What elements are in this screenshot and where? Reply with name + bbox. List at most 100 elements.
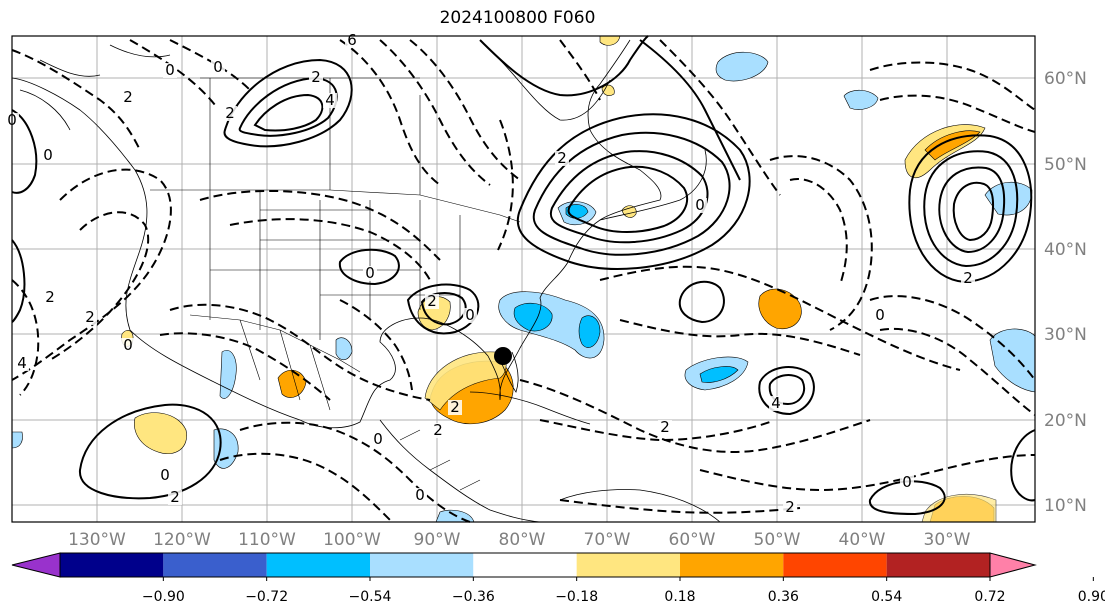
contour-label-bg [658,420,672,435]
colorbar-level-label: −0.54 [349,589,392,605]
storm-position-marker [494,347,512,365]
colorbar-segment [680,553,784,577]
contour-ridge-canada-4 [567,165,689,233]
shade-mexico-blue [219,350,237,399]
contour-label: 4 [325,91,335,109]
contour-label-bg [413,488,427,503]
contour-label-bg [83,310,97,325]
contour-neg-16 [879,94,1036,133]
colorbar-level-label: −0.72 [245,589,288,605]
contour-label-bg [769,396,783,411]
contour-label-bg [371,432,385,447]
colorbar-segment [266,553,370,577]
shade-central-atl-core [699,366,739,383]
lon-tick-label: 50°W [754,530,801,550]
contour-label: 0 [902,473,912,491]
contours-solid [11,35,1036,516]
north-america-coast [11,39,662,429]
contour-neg-8 [219,452,391,521]
contour-label-bg [323,93,337,108]
colorbar-frame [59,552,991,578]
contour-label-bg [961,271,975,286]
contour-label: 0 [160,466,170,484]
political-borders [150,77,521,491]
contour-label: 2 [433,421,443,439]
contour-label: 2 [85,308,95,326]
contour-neg-14 [789,178,848,286]
contour-label: 2 [427,292,437,310]
contour-label-bg [363,266,377,281]
lon-tick-label: 130°W [68,530,126,550]
colorbar-level-label: 0.54 [871,589,902,605]
contour-neg-28 [559,499,801,514]
shade-se-yellow [921,493,997,523]
contour-label-bg [43,290,57,305]
canada-east-coast [599,149,707,221]
lon-tick-label: 30°W [924,530,971,550]
contour-neg-1 [11,168,172,381]
contour-label-bg [693,198,707,213]
contour-label-bg [345,33,359,48]
colorbar-extend-max [989,552,1037,578]
contour-neg-30 [11,279,40,396]
contour-label-bg [168,490,182,505]
colorbar-segment [886,553,990,577]
us-mexico-border [189,314,361,373]
contour-label: 6 [347,31,357,49]
contour-label: 0 [213,58,223,76]
contour-neg-18 [879,328,1036,416]
contour-label: 2 [785,498,795,516]
contour-atl-mid [678,280,725,324]
lat-tick-label: 30°N [1044,325,1087,345]
contour-neg-6 [159,332,331,401]
contour-pacific-high [78,403,222,500]
contour-atl-high [758,366,815,416]
latitude-tick-labels: 60°N 50°N 40°N 30°N 20°N 10°N [1044,69,1087,516]
contour-label: 2 [225,104,235,122]
contour-label: 2 [660,418,670,436]
lon-tick-label: 70°W [584,530,631,550]
contour-label: 2 [311,68,321,86]
colorbar-segment [473,553,577,577]
mexico-states [239,319,331,411]
contour-neg-13 [769,155,873,331]
lon-tick-label: 90°W [414,530,461,550]
shade-atl-blue-core2 [578,315,601,348]
contour-label-bg [211,60,225,75]
contour-label-bg [309,70,323,85]
colorbar-segment [370,553,474,577]
contour-neg-15 [869,61,1036,111]
map-title: 2024100800 F060 [439,8,596,28]
contour-label: 2 [45,288,55,306]
state-lines [209,190,461,340]
contour-west-edge [11,109,38,194]
contour-label-bg [431,423,445,438]
lon-tick-label: 100°W [323,530,381,550]
contour-neg-23 [497,119,514,251]
central-america-coast [379,419,541,523]
contour-label: 0 [695,196,705,214]
contour-neg-2 [49,211,150,361]
colorbar [11,552,1094,581]
contour-label-bg [425,294,439,309]
colorbar-extend-min [11,552,61,578]
contour-neg-17 [869,295,1036,381]
lat-tick-label: 60°N [1044,69,1087,89]
shade-labrador-blue [715,51,769,82]
colorbar-segment [783,553,887,577]
arctic-islands [19,44,171,131]
contour-neg-3 [199,189,441,261]
shade-mexico-orange [277,369,307,398]
colorbar-level-label: 0.18 [664,589,695,605]
contour-label: 0 [123,336,133,354]
shade-pacific-yellow [134,412,187,454]
lat-tick-label: 50°N [1044,155,1087,175]
contour-label-bg [163,63,177,78]
contour-ne-atl-high-3 [938,166,1006,254]
colorbar-level-label: 0.36 [768,589,799,605]
contour-label: 2 [170,488,180,506]
contour-east-edge [1010,429,1036,502]
central-america-borders [399,429,481,491]
canada-provinces [200,77,421,195]
